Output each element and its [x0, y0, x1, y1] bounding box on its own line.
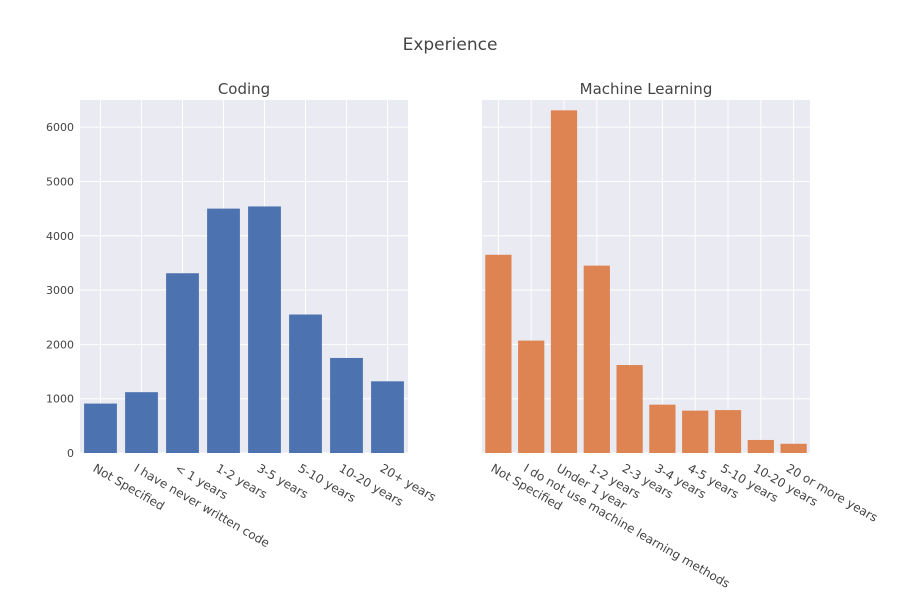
- bar: [371, 381, 404, 453]
- y-tick-label: 1000: [46, 393, 74, 406]
- bar: [166, 273, 199, 453]
- subplot-coding: Coding 0 1000 2000 3000 4000 5000 6000 Not Speci…: [46, 80, 438, 550]
- subplot-title: Coding: [218, 80, 270, 98]
- bar: [518, 340, 545, 453]
- bar: [84, 403, 117, 453]
- bar: [550, 110, 578, 454]
- y-tick-label: 6000: [46, 121, 74, 134]
- bar: [485, 254, 512, 453]
- subplot-title: Machine Learning: [580, 80, 713, 98]
- y-tick-label: 5000: [46, 175, 74, 188]
- y-tick-label: 3000: [46, 284, 74, 297]
- bar: [747, 439, 774, 453]
- bar: [583, 265, 610, 453]
- bar: [125, 392, 158, 453]
- y-tick-label: 4000: [46, 230, 74, 243]
- y-tick-label: 2000: [46, 338, 74, 351]
- bar: [649, 404, 676, 453]
- figure-title: Experience: [403, 35, 498, 55]
- bar: [616, 365, 643, 453]
- y-tick-label: 0: [67, 447, 74, 460]
- bar: [330, 357, 363, 453]
- bar: [289, 314, 322, 453]
- bar: [207, 208, 240, 453]
- x-tick-label: Not Specified: [91, 461, 167, 513]
- bar: [714, 410, 742, 453]
- bar: [682, 410, 709, 453]
- bar: [780, 443, 807, 453]
- bar: [248, 206, 281, 453]
